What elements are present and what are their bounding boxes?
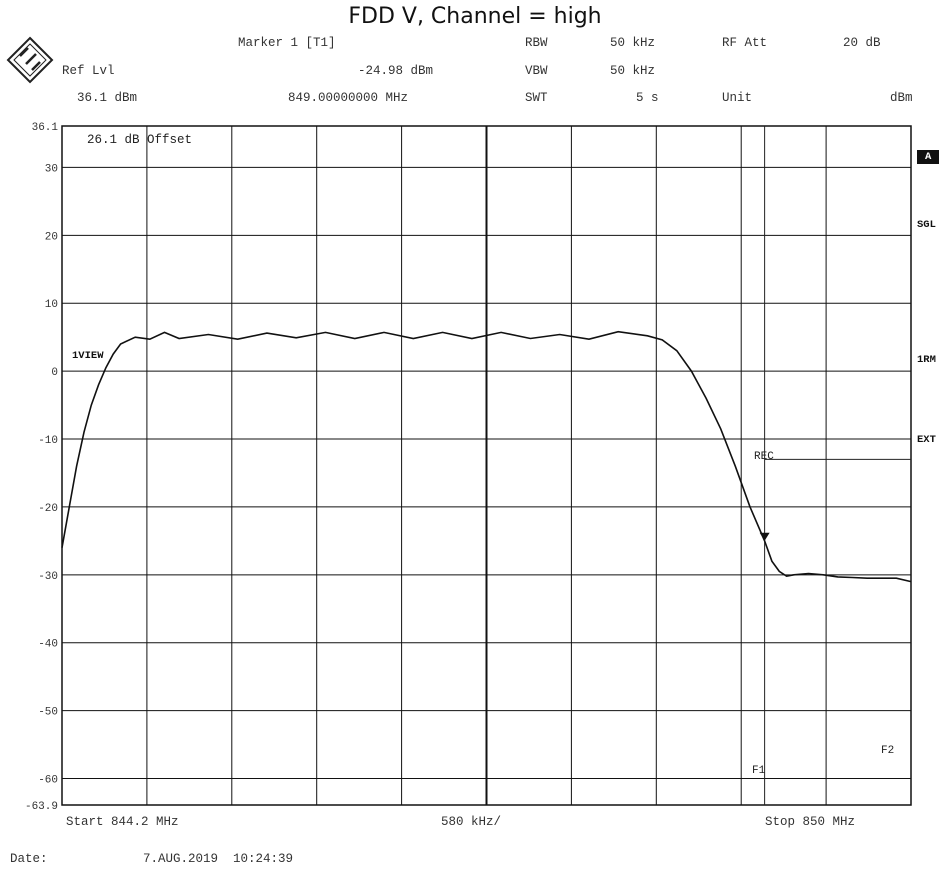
stop-frequency: Stop 850 MHz xyxy=(765,815,856,829)
single-sweep-label: SGL xyxy=(917,219,936,231)
date-value: 7.AUG.2019 10:24:39 xyxy=(143,852,294,866)
marker-level: -24.98 dBm xyxy=(358,64,434,78)
external-label: EXT xyxy=(917,434,936,446)
y-tick-label: 10 xyxy=(45,299,58,311)
trace-a-badge: A xyxy=(917,150,940,164)
y-tick-label: 20 xyxy=(45,231,58,243)
f2-label: F2 xyxy=(881,745,894,757)
rs-logo-icon xyxy=(6,36,54,84)
rbw-value: 50 kHz xyxy=(610,36,656,50)
trace-view-label: 1VIEW xyxy=(72,350,104,362)
y-tick-label: 0 xyxy=(51,367,58,379)
y-tick-label: 30 xyxy=(45,163,58,175)
vbw-value: 50 kHz xyxy=(610,64,656,78)
rbw-label: RBW xyxy=(525,36,548,50)
date-label: Date: xyxy=(10,852,48,866)
y-tick-label: -40 xyxy=(38,639,58,651)
marker-frequency: 849.00000000 MHz xyxy=(288,91,409,105)
reference-lines xyxy=(764,126,911,805)
offset-annotation: 26.1 dB Offset xyxy=(87,133,192,147)
swt-label: SWT xyxy=(525,91,548,105)
y-axis-ticks: 36.1 30 20 10 0 -10 -20 -30 -40 -50 -60 -63.9 xyxy=(25,122,58,813)
unit-label: Unit xyxy=(722,91,753,105)
unit-value: dBm xyxy=(890,91,913,105)
marker-label: Marker 1 [T1] xyxy=(238,36,336,50)
y-tick-label: 36.1 xyxy=(32,122,59,134)
marker-1 xyxy=(759,532,770,541)
y-tick-label: -60 xyxy=(38,775,58,787)
start-frequency: Start 844.2 MHz xyxy=(66,815,179,829)
f1-label: F1 xyxy=(752,765,766,777)
chart-grid xyxy=(61,125,912,806)
y-tick-label: -63.9 xyxy=(25,801,58,813)
vbw-label: VBW xyxy=(525,64,548,78)
ref-level-label: Ref Lvl xyxy=(62,64,115,78)
y-tick-label: -50 xyxy=(38,707,58,719)
rec-label: REC xyxy=(754,451,774,463)
span-per-division: 580 kHz/ xyxy=(441,815,502,829)
y-tick-label: -20 xyxy=(38,503,58,515)
marker-triangle-icon xyxy=(759,532,770,541)
y-tick-label: -10 xyxy=(38,435,58,447)
y-tick-label: -30 xyxy=(38,571,58,583)
rf-att-value: 20 dB xyxy=(843,36,881,50)
swt-value: 5 s xyxy=(636,91,659,105)
rf-att-label: RF Att xyxy=(722,36,768,50)
spectrum-trace xyxy=(61,330,912,583)
rms-detector-label: 1RM xyxy=(917,354,936,366)
chart-title: FDD V, Channel = high xyxy=(348,4,602,29)
ref-level-value: 36.1 dBm xyxy=(77,91,138,105)
